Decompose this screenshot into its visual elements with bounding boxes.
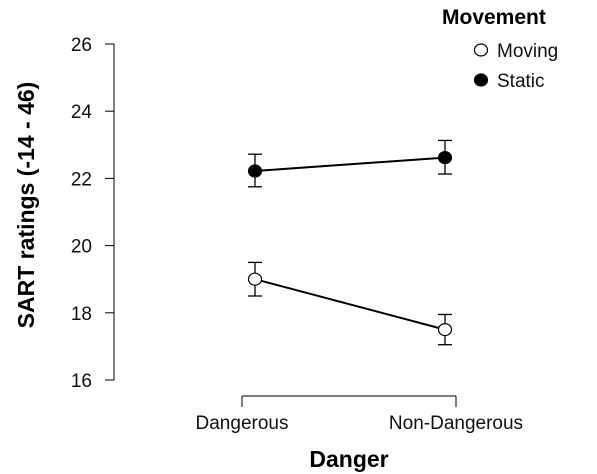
x-axis-title: Danger xyxy=(309,446,388,472)
y-tick-label: 20 xyxy=(71,237,92,258)
data-point xyxy=(247,272,263,286)
y-tick-label: 26 xyxy=(71,35,92,56)
series-line xyxy=(254,278,446,331)
legend-entries: Moving Static xyxy=(473,41,558,92)
legend-marker-moving xyxy=(473,43,489,57)
legend-label-static: Static xyxy=(497,71,545,92)
legend-title: Movement xyxy=(442,6,546,29)
y-tick-label: 24 xyxy=(71,102,93,123)
y-axis-ticks: 16 18 20 22 24 26 xyxy=(71,35,114,392)
data-point xyxy=(437,323,453,337)
x-tick-label: Dangerous xyxy=(196,413,289,434)
data-series xyxy=(247,139,453,346)
x-axis-ticks: Dangerous Non-Dangerous xyxy=(196,396,523,434)
y-tick-label: 22 xyxy=(71,169,92,190)
axes: 16 18 20 22 24 26 Dangerous Non-Dangerous xyxy=(71,35,523,434)
legend-marker-static xyxy=(473,73,489,87)
legend: Movement Moving Static xyxy=(442,6,558,92)
data-point xyxy=(247,164,263,178)
x-tick-label: Non-Dangerous xyxy=(389,413,523,434)
y-tick-label: 16 xyxy=(71,371,92,392)
y-axis-title: SART ratings (-14 - 46) xyxy=(13,82,39,329)
data-point xyxy=(437,150,453,165)
series-static xyxy=(247,139,453,188)
y-tick-label: 18 xyxy=(71,304,92,325)
series-line xyxy=(254,156,446,173)
legend-label-moving: Moving xyxy=(497,41,558,62)
series-moving xyxy=(247,261,453,346)
